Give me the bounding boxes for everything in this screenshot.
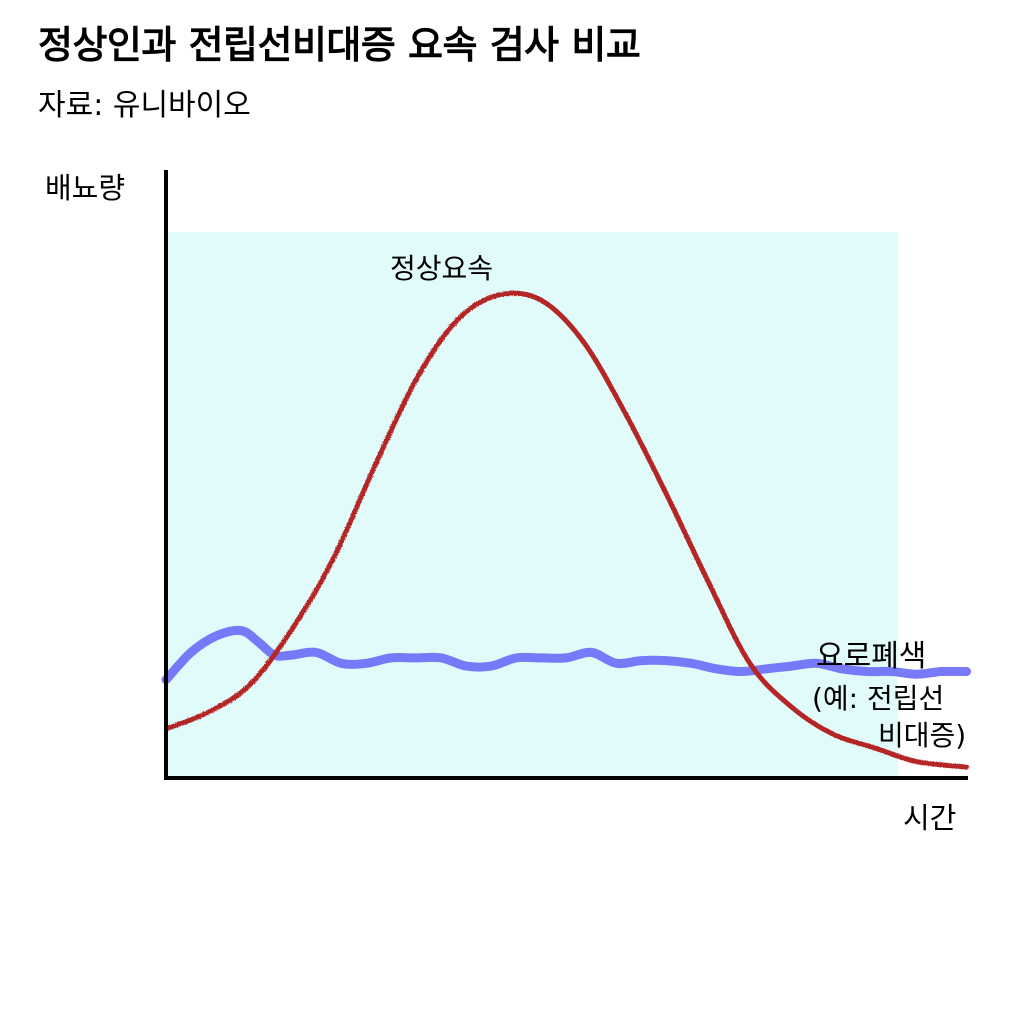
series-label-obstruction: 요로폐색 <box>816 639 926 674</box>
plot-background <box>166 232 898 778</box>
series-note-line-2: 비대증) <box>878 719 966 752</box>
x-axis-label: 시간 <box>903 801 956 835</box>
series-label-normal: 정상요속 <box>390 252 493 285</box>
y-axis-label: 배뇨량 <box>45 171 125 205</box>
page-title: 정상인과 전립선비대증 요속 검사 비교 <box>38 23 641 67</box>
page-subtitle: 자료: 유니바이오 <box>38 88 251 123</box>
series-note-line-1: (예: 전립선 <box>812 682 944 715</box>
series-line-obstruction-flow <box>161 625 972 685</box>
series-layer <box>161 290 972 770</box>
series-line-normal-flow <box>163 290 970 770</box>
